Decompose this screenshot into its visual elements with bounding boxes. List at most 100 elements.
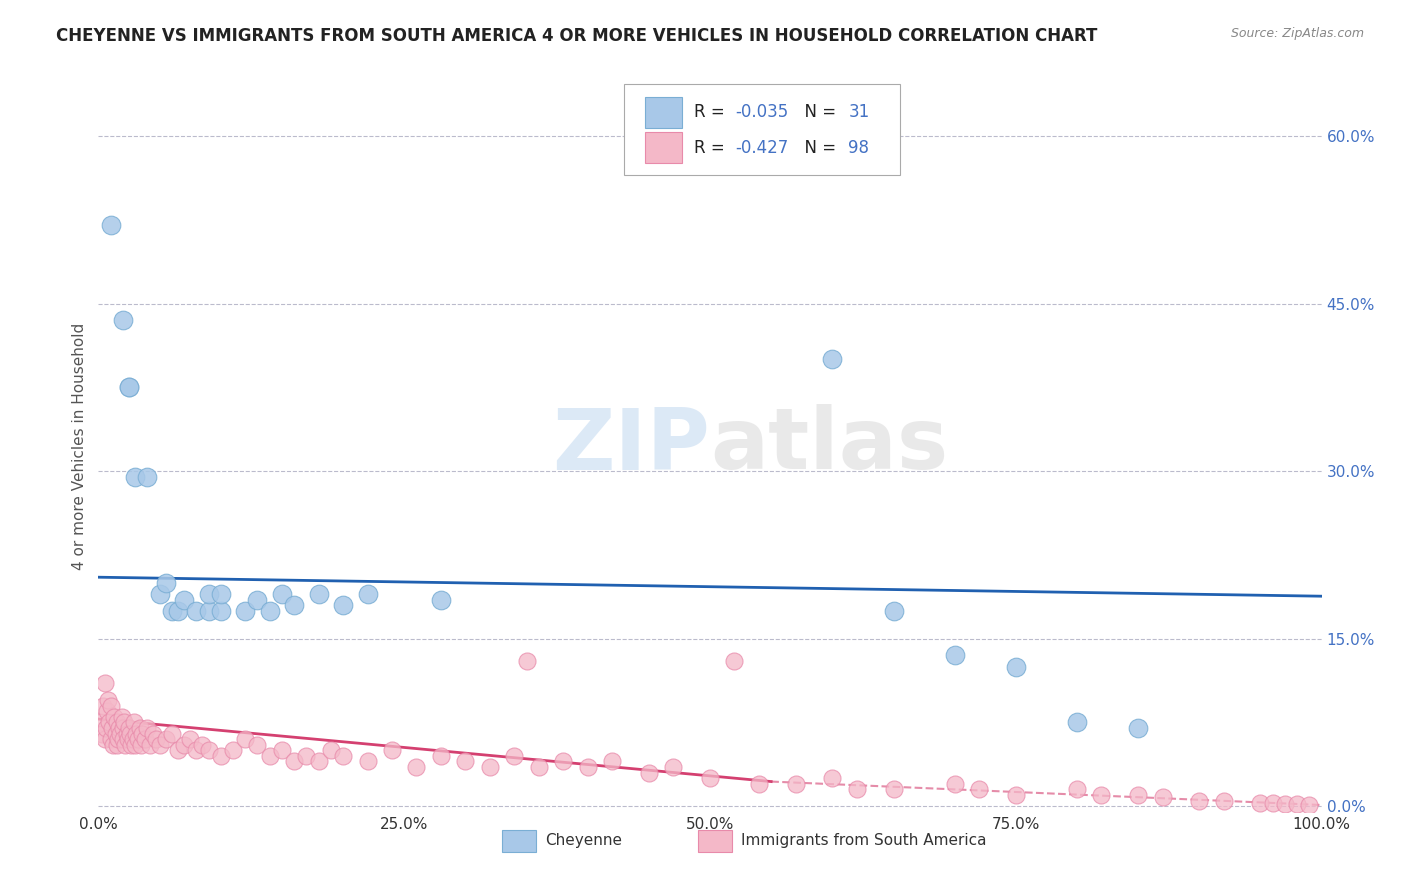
Point [100, 698, 122, 713]
Point [270, 587, 294, 601]
Point [308, 587, 330, 601]
Point [101, 721, 124, 735]
Text: R =: R = [695, 138, 730, 157]
Point [111, 710, 134, 724]
Point [356, 587, 378, 601]
Point [124, 469, 146, 483]
Point [149, 738, 172, 752]
Point [127, 732, 149, 747]
Point [748, 777, 770, 791]
Point [104, 726, 127, 740]
Point [503, 748, 526, 763]
Point [96, 704, 118, 718]
Point [97, 693, 120, 707]
Point [1066, 782, 1088, 797]
Point [209, 748, 232, 763]
Point [197, 604, 219, 618]
Point [110, 726, 132, 740]
Point [94, 721, 117, 735]
Point [118, 380, 141, 394]
Point [108, 721, 131, 735]
Point [699, 771, 721, 785]
Point [405, 760, 427, 774]
Bar [697, 830, 733, 852]
Point [259, 604, 281, 618]
Point [186, 743, 208, 757]
Point [785, 777, 807, 791]
Point [107, 732, 129, 747]
Point [173, 738, 195, 752]
Point [103, 710, 125, 724]
Point [821, 771, 844, 785]
Point [270, 743, 294, 757]
Point [332, 598, 354, 612]
Text: R =: R = [695, 103, 730, 120]
Text: 31: 31 [848, 103, 869, 120]
Text: N =: N = [794, 103, 842, 120]
Point [1128, 721, 1150, 735]
Point [478, 760, 501, 774]
Point [111, 732, 134, 747]
Point [167, 604, 190, 618]
Point [186, 604, 208, 618]
Point [90, 715, 112, 730]
Point [283, 755, 305, 769]
Point [454, 755, 477, 769]
Point [129, 721, 152, 735]
Point [167, 743, 190, 757]
Point [101, 738, 124, 752]
Point [118, 380, 141, 394]
Point [233, 604, 256, 618]
Point [179, 732, 201, 747]
Point [637, 765, 661, 780]
Text: Immigrants from South America: Immigrants from South America [741, 833, 986, 848]
Text: N =: N = [794, 138, 842, 157]
Point [105, 738, 128, 752]
Point [821, 352, 844, 367]
Point [120, 726, 142, 740]
Point [197, 743, 219, 757]
Point [259, 748, 281, 763]
Point [883, 782, 905, 797]
Bar [645, 132, 682, 163]
Point [197, 587, 219, 601]
Point [576, 760, 599, 774]
Point [145, 732, 167, 747]
Point [883, 604, 905, 618]
Point [246, 592, 269, 607]
Point [600, 755, 623, 769]
Point [381, 743, 404, 757]
Point [515, 654, 537, 668]
Point [139, 738, 162, 752]
Point [246, 738, 269, 752]
Text: -0.035: -0.035 [735, 103, 789, 120]
Point [356, 755, 378, 769]
Point [723, 654, 745, 668]
Point [1249, 796, 1271, 810]
Bar [645, 97, 682, 128]
Point [943, 777, 966, 791]
Point [283, 598, 305, 612]
Point [155, 575, 177, 590]
Point [1286, 797, 1309, 811]
Point [98, 715, 121, 730]
Point [1188, 793, 1211, 807]
Point [111, 313, 134, 327]
Text: Source: ZipAtlas.com: Source: ZipAtlas.com [1230, 27, 1364, 40]
Point [117, 732, 139, 747]
Point [1298, 797, 1320, 812]
Point [160, 604, 183, 618]
Point [1261, 796, 1284, 810]
Point [319, 743, 342, 757]
Point [553, 755, 575, 769]
Point [209, 604, 232, 618]
Point [100, 732, 122, 747]
Point [967, 782, 990, 797]
FancyBboxPatch shape [624, 84, 900, 176]
Point [91, 698, 114, 713]
Point [115, 726, 138, 740]
Point [845, 782, 868, 797]
Point [105, 715, 128, 730]
Text: -0.427: -0.427 [735, 138, 789, 157]
Point [1274, 797, 1296, 811]
